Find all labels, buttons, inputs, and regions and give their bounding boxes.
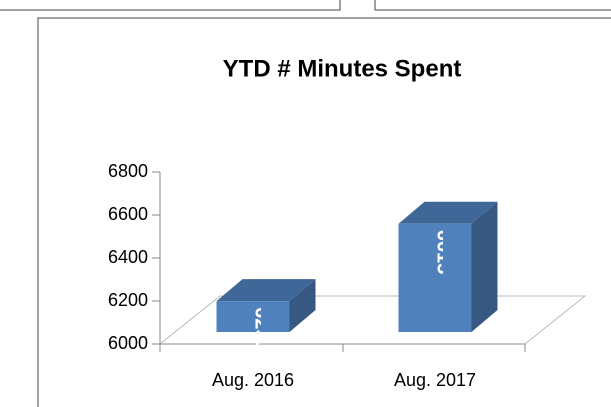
chart-frame (37, 17, 611, 407)
bar (216, 279, 316, 332)
bar (398, 201, 498, 332)
neighbor-panels (0, 0, 611, 11)
y-tick-label: 6400 (108, 247, 148, 267)
value-label: 6255 (251, 307, 273, 352)
y-tick-label: 6600 (108, 204, 148, 224)
x-tick-label: Aug. 2017 (394, 370, 476, 390)
bar-front (216, 301, 290, 332)
bar-side (471, 201, 498, 332)
value-label: 6615 (433, 230, 455, 275)
bar-top (398, 201, 498, 224)
chart-title: YTD # Minutes Spent (223, 55, 462, 82)
y-tick-label: 6200 (108, 290, 148, 310)
x-tick-label: Aug. 2016 (212, 370, 294, 390)
y-tick-label: 6800 (108, 161, 148, 181)
y-tick-label: 6000 (108, 333, 148, 353)
bar-top (216, 279, 316, 302)
bar-front (398, 223, 472, 332)
bar-side (289, 279, 316, 332)
